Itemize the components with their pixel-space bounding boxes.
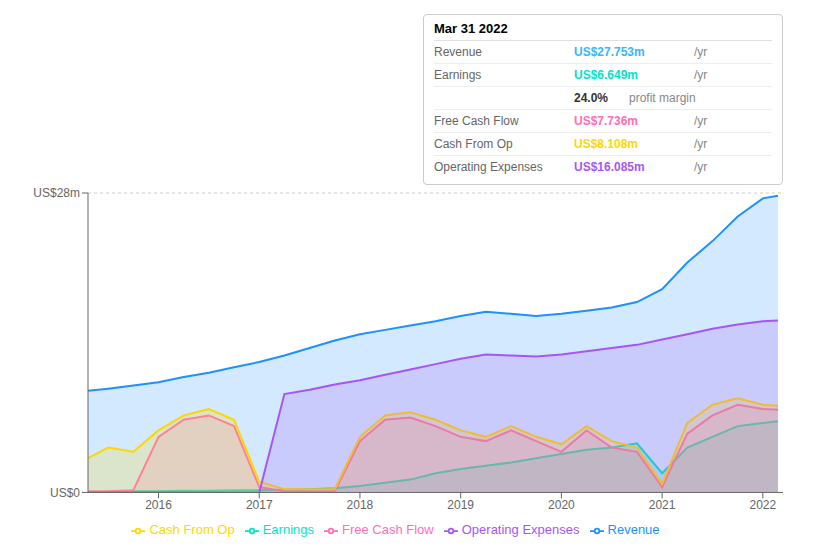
html-text:US$27.753m: US$27.753m bbox=[574, 45, 645, 59]
svg-text:2018: 2018 bbox=[347, 498, 374, 512]
html-text:Earnings: Earnings bbox=[434, 68, 482, 82]
html-text:24.0%: 24.0% bbox=[574, 91, 608, 105]
html-text:/yr: /yr bbox=[694, 114, 708, 128]
svg-text:2022: 2022 bbox=[750, 498, 777, 512]
svg-text:2020: 2020 bbox=[548, 498, 575, 512]
html-text:/yr: /yr bbox=[694, 45, 708, 59]
html-text:Cash From Op: Cash From Op bbox=[149, 522, 235, 538]
html-text:/yr: /yr bbox=[694, 160, 708, 174]
svg-text:2019: 2019 bbox=[447, 498, 474, 512]
html-text:Operating Expenses: Operating Expenses bbox=[434, 160, 543, 174]
svg-text:US$0: US$0 bbox=[50, 486, 80, 500]
html-text:/yr: /yr bbox=[694, 137, 708, 151]
html-text:profit margin: profit margin bbox=[629, 91, 696, 105]
svg-text:US$28m: US$28m bbox=[33, 186, 80, 200]
html-text:US$16.085m: US$16.085m bbox=[574, 160, 645, 174]
html-text:Free Cash Flow: Free Cash Flow bbox=[342, 522, 434, 538]
html-text:Earnings: Earnings bbox=[262, 522, 314, 538]
svg-text:2016: 2016 bbox=[145, 498, 172, 512]
html-text:Free Cash Flow: Free Cash Flow bbox=[434, 114, 519, 128]
html-text:Mar 31 2022: Mar 31 2022 bbox=[434, 21, 508, 36]
html-text:Revenue: Revenue bbox=[607, 522, 660, 538]
html-text:US$7.736m: US$7.736m bbox=[574, 114, 638, 128]
svg-text:2017: 2017 bbox=[246, 498, 273, 512]
html-text:Cash From Op: Cash From Op bbox=[434, 137, 513, 151]
html-text:Operating Expenses: Operating Expenses bbox=[461, 522, 580, 538]
html-text:US$8.108m: US$8.108m bbox=[574, 137, 638, 151]
html-text:Revenue: Revenue bbox=[434, 45, 482, 59]
html-text:/yr: /yr bbox=[694, 68, 708, 82]
html-text:US$6.649m: US$6.649m bbox=[574, 68, 638, 82]
svg-text:2021: 2021 bbox=[649, 498, 676, 512]
